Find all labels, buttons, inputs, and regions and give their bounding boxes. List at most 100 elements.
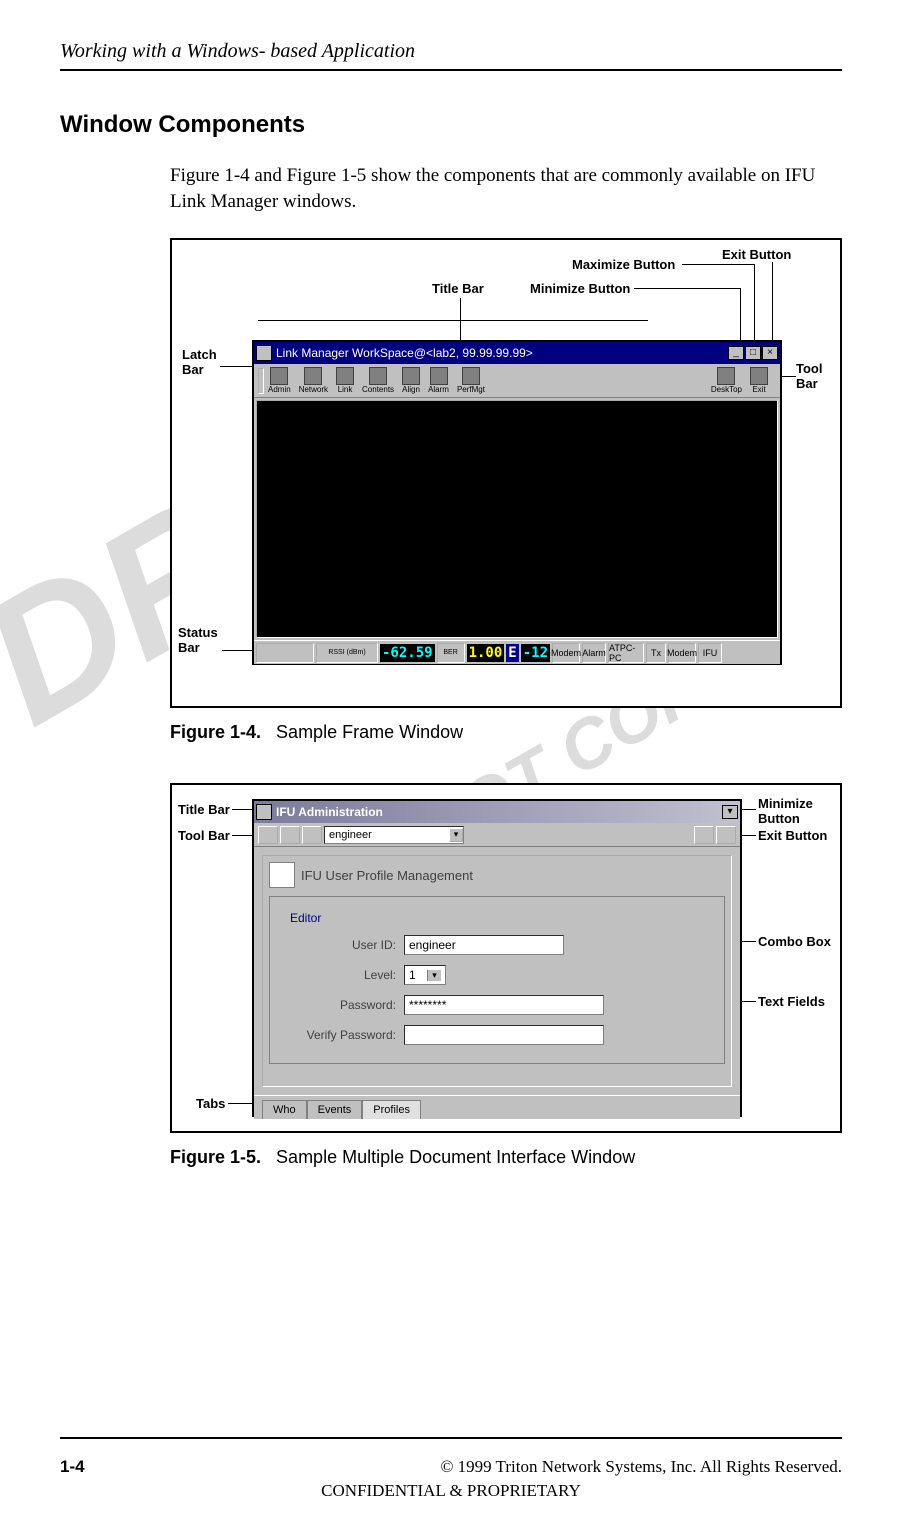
status-third: -12 [521,644,550,662]
callout-tool-bar: Tool Bar [178,829,230,843]
tab-who[interactable]: Who [262,1100,307,1119]
footer-rule [60,1437,842,1439]
panel-header: IFU User Profile Management [301,868,473,883]
footer: 1-4 © 1999 Triton Network Systems, Inc. … [60,1457,842,1477]
combo-value: engineer [325,829,449,841]
confidential: CONFIDENTIAL & PROPRIETARY [0,1481,902,1501]
copyright: © 1999 Triton Network Systems, Inc. All … [440,1457,842,1477]
leader-line [460,298,461,346]
toolbar-button[interactable] [694,826,714,844]
latch-bar[interactable] [258,368,264,394]
leader-line [740,288,741,348]
minimize-button[interactable]: ▾ [722,805,738,819]
user-id-field[interactable]: engineer [404,935,564,955]
verify-password-field[interactable] [404,1025,604,1045]
toolbar-perfmgt[interactable]: PerfMgt [457,367,485,394]
chevron-down-icon: ▾ [427,970,441,981]
network-icon [304,367,322,385]
ifu-admin-window: IFU Administration ▾ engineer ▾ [252,799,742,1117]
leader-line [232,809,254,810]
status-rssi-value: -62.59 [380,644,435,662]
toolbar-button[interactable] [302,826,322,844]
toolbar-align[interactable]: Align [402,367,420,394]
close-button[interactable]: × [762,346,778,360]
callout-exit: Exit Button [722,248,791,262]
running-header: Working with a Windows- based Applicatio… [60,40,842,71]
admin-icon [270,367,288,385]
toolbar-exit[interactable]: Exit [750,367,768,394]
contents-icon [369,367,387,385]
window-title: Link Manager WorkSpace@<lab2, 99.99.99.9… [276,346,728,360]
profile-icon [269,862,295,888]
callout-minimize: Minimize Button [758,797,813,826]
level-value: 1 [409,968,427,982]
password-field[interactable]: ******** [404,995,604,1015]
figure-1-4-caption: Figure 1-4. Sample Frame Window [170,722,842,743]
tab-profiles[interactable]: Profiles [362,1100,421,1119]
align-icon [402,367,420,385]
chevron-down-icon: ▾ [449,828,463,842]
page-number: 1-4 [60,1457,85,1477]
minimize-button[interactable]: _ [728,346,744,360]
section-title: Window Components [60,111,842,139]
status-pane [256,643,314,663]
status-modem: Modem [552,643,580,663]
exit-button[interactable] [716,826,736,844]
alarm-icon [430,367,448,385]
intro-paragraph: Figure 1-4 and Figure 1-5 show the compo… [170,163,842,214]
link-icon [336,367,354,385]
exit-icon [750,367,768,385]
figure-1-5-caption: Figure 1-5. Sample Multiple Document Int… [170,1147,842,1168]
link-manager-window: Link Manager WorkSpace@<lab2, 99.99.99.9… [252,340,782,665]
tool-bar: engineer ▾ [254,823,740,847]
title-bar[interactable]: IFU Administration ▾ [254,801,740,823]
leader-line [222,650,254,651]
toolbar-label: Align [402,385,420,394]
status-ber-label: BER [437,643,465,663]
tab-events[interactable]: Events [307,1100,363,1119]
leader-line [228,1103,254,1104]
callout-tabs: Tabs [196,1097,225,1111]
desktop-icon [717,367,735,385]
toolbar-network[interactable]: Network [299,367,328,394]
status-bar: RSSI (dBm) -62.59 BER 1.00 E -12 Modem A… [254,640,780,664]
app-icon [256,804,272,820]
leader-line [772,262,773,348]
callout-title-bar: Title Bar [178,803,230,817]
callout-status-bar: Status Bar [178,626,218,655]
toolbar-contents[interactable]: Contents [362,367,394,394]
app-icon [256,345,272,361]
leader-line [682,264,754,265]
editor-fieldset: Editor User ID: engineer Level: 1 ▾ Pass… [269,896,725,1064]
callout-exit: Exit Button [758,829,827,843]
callout-minimize: Minimize Button [530,282,630,296]
toolbar-button[interactable] [280,826,300,844]
password-label: Password: [286,998,396,1012]
window-title: IFU Administration [276,805,722,819]
callout-combo: Combo Box [758,935,831,949]
leader-line [232,835,254,836]
toolbar-label: Contents [362,385,394,394]
title-bar[interactable]: Link Manager WorkSpace@<lab2, 99.99.99.9… [254,342,780,364]
maximize-button[interactable]: □ [745,346,761,360]
toolbar-button[interactable] [258,826,278,844]
status-atpc: ATPC-PC [608,643,644,663]
toolbar-label: PerfMgt [457,385,485,394]
status-tx: Tx [646,643,666,663]
status-rssi-label: RSSI (dBm) [316,643,378,663]
level-combo[interactable]: 1 ▾ [404,965,446,985]
fieldset-legend: Editor [286,911,325,925]
toolbar-alarm[interactable]: Alarm [428,367,449,394]
toolbar-link[interactable]: Link [336,367,354,394]
toolbar-label: Exit [752,385,765,394]
callout-maximize: Maximize Button [572,258,675,272]
figure-1-4: Title Bar Maximize Button Exit Button Mi… [170,238,842,708]
toolbar-label: Alarm [428,385,449,394]
toolbar-desktop[interactable]: DeskTop [711,367,742,394]
toolbar-combo[interactable]: engineer ▾ [324,826,464,844]
toolbar-admin[interactable]: Admin [268,367,291,394]
client-area [256,400,778,638]
status-modem2: Modem [668,643,696,663]
toolbar-label: Link [338,385,353,394]
status-alarm: Alarm [582,643,606,663]
